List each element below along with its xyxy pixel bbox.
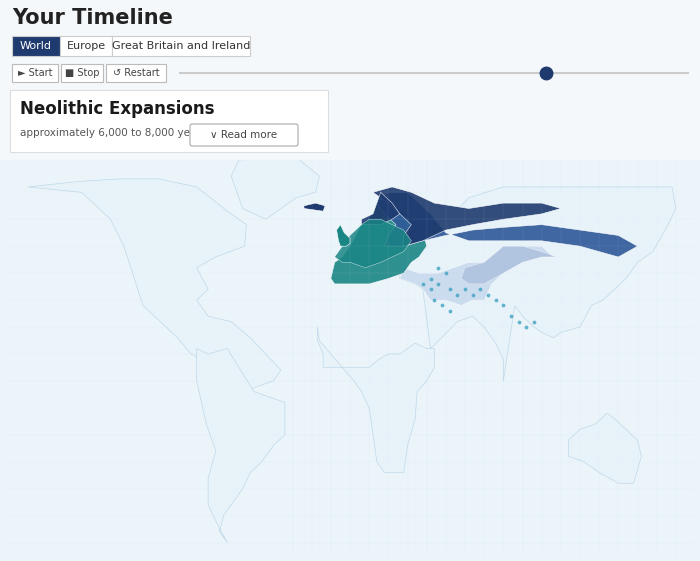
Bar — [60, 36, 112, 56]
Polygon shape — [231, 157, 319, 219]
Polygon shape — [400, 187, 676, 381]
Polygon shape — [461, 246, 557, 284]
Text: ► Start: ► Start — [18, 68, 52, 78]
Bar — [112, 36, 250, 56]
Polygon shape — [568, 413, 641, 483]
Polygon shape — [197, 348, 285, 542]
Bar — [106, 64, 166, 82]
Polygon shape — [335, 219, 412, 268]
Text: Your Timeline: Your Timeline — [12, 8, 173, 28]
Polygon shape — [28, 179, 281, 389]
Polygon shape — [317, 327, 434, 472]
Bar — [12, 64, 58, 82]
Text: Neolithic Expansions: Neolithic Expansions — [20, 100, 214, 118]
Polygon shape — [304, 203, 325, 211]
Text: Great Britain and Ireland: Great Britain and Ireland — [112, 41, 250, 51]
Text: Europe: Europe — [66, 41, 106, 51]
Bar — [61, 64, 103, 82]
Polygon shape — [337, 224, 350, 246]
Bar — [12, 36, 60, 56]
Text: World: World — [20, 41, 52, 51]
Polygon shape — [331, 192, 427, 284]
FancyBboxPatch shape — [10, 90, 328, 152]
Polygon shape — [400, 246, 553, 306]
Text: ↺ Restart: ↺ Restart — [113, 68, 160, 78]
Polygon shape — [361, 192, 400, 224]
Text: ■ Stop: ■ Stop — [64, 68, 99, 78]
Text: approximately 6,000 to 8,000 years ago: approximately 6,000 to 8,000 years ago — [20, 128, 229, 138]
FancyBboxPatch shape — [190, 124, 298, 146]
Bar — [0, 0, 700, 160]
Text: ∨ Read more: ∨ Read more — [211, 130, 278, 140]
Polygon shape — [377, 192, 638, 257]
Polygon shape — [373, 187, 561, 246]
